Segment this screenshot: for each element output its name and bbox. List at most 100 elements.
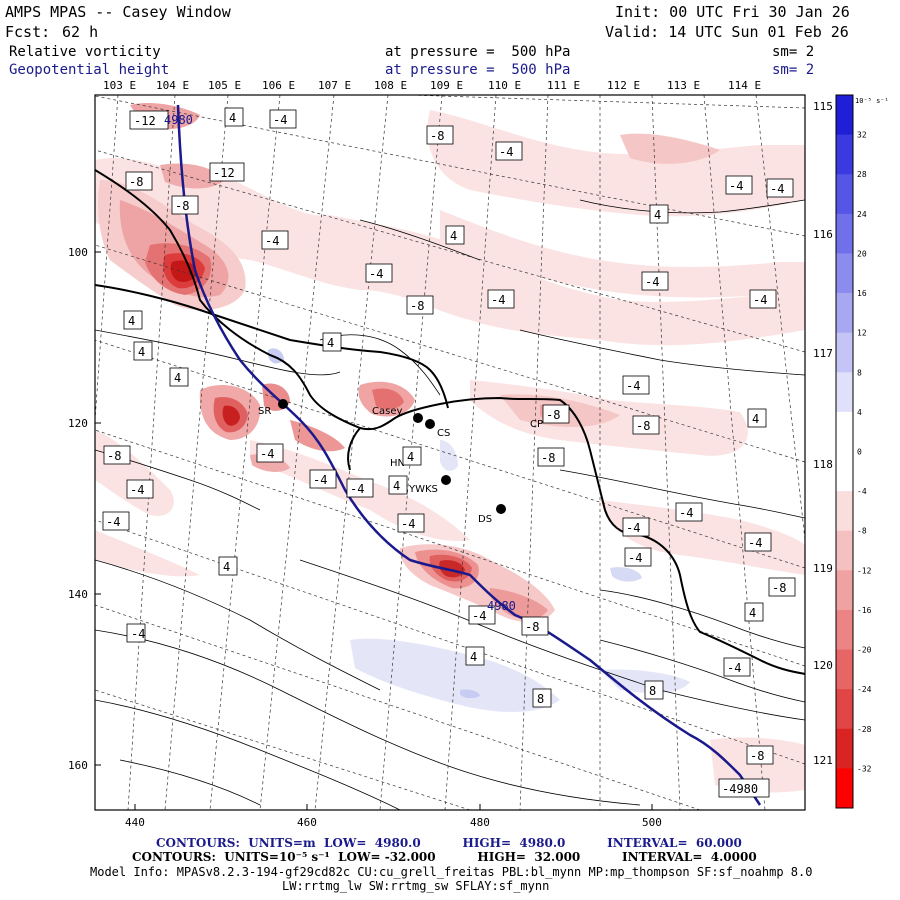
contour-label: -4 xyxy=(766,178,794,198)
svg-text:-4: -4 xyxy=(401,517,415,531)
colorbar-tick-label: -8 xyxy=(857,527,867,536)
field1-level: at pressure = 500 hPa xyxy=(385,44,571,60)
svg-text:4: 4 xyxy=(407,450,414,464)
contour-label: -8 xyxy=(542,404,570,424)
svg-text:-4: -4 xyxy=(265,234,279,248)
x-tick-label: 440 xyxy=(125,816,145,829)
svg-text:-8: -8 xyxy=(129,175,143,189)
colorbar-swatch xyxy=(836,372,853,413)
station-marker-cs[interactable] xyxy=(425,419,435,429)
contour-label: -4 xyxy=(487,289,515,309)
vorticity-region xyxy=(600,500,805,575)
vorticity-contours xyxy=(95,199,805,810)
colorbar: 32 28 24 20 16 12 8 4 0 -4 -8 -12 -16 -20 -24 -28 -32 10⁻… xyxy=(835,94,889,809)
contour-label: -8 xyxy=(632,415,660,435)
contour-label: -8 xyxy=(171,195,199,215)
contour-label: -4 xyxy=(624,547,652,567)
svg-text:-8: -8 xyxy=(772,581,786,595)
colorbar-swatch xyxy=(836,491,853,532)
colorbar-swatch xyxy=(836,174,853,215)
field2-level: at pressure = 500 hPa xyxy=(385,62,571,78)
colorbar-swatch xyxy=(836,689,853,730)
contour-label: -4 xyxy=(622,375,650,395)
svg-text:-8: -8 xyxy=(541,451,555,465)
svg-text:-8: -8 xyxy=(107,449,121,463)
forecast-label: Fcst: xyxy=(5,23,51,41)
contour-label: 4 xyxy=(445,225,465,245)
station-marker-casey[interactable] xyxy=(413,413,423,423)
colorbar-swatch xyxy=(836,95,853,136)
contour-label: 4 xyxy=(224,107,244,127)
svg-text:4: 4 xyxy=(752,412,759,426)
station-label-hn: HN xyxy=(390,458,405,469)
colorbar-swatch xyxy=(836,332,853,373)
colorbar-tick-label: -24 xyxy=(857,685,872,694)
svg-text:-4: -4 xyxy=(628,551,642,565)
vorticity-region xyxy=(372,388,404,410)
contour-label: -8 xyxy=(768,577,796,597)
svg-text:4: 4 xyxy=(393,479,400,493)
model-info: Model Info: MPASv8.2.3-194-gf29cd82c CU:… xyxy=(90,865,813,879)
contour-label: 4 xyxy=(402,446,422,466)
field2-name: Geopotential height xyxy=(9,62,170,78)
station-marker-sr[interactable] xyxy=(278,399,288,409)
geopotential-contour-info: CONTOURS: UNITS=m LOW= 4980.0 HIGH= 4980… xyxy=(156,836,742,850)
colorbar-tick-label: 20 xyxy=(857,249,867,258)
svg-text:4: 4 xyxy=(229,111,236,125)
svg-text:8: 8 xyxy=(537,692,544,706)
contour-label: -4 xyxy=(744,532,772,552)
svg-text:-8: -8 xyxy=(430,129,444,143)
lon-label: 103 E xyxy=(103,79,136,92)
contour-label: 4 xyxy=(744,602,764,622)
stations: SR Casey CS HN YWKS DS CP xyxy=(258,399,558,525)
contour-label: 4 xyxy=(388,475,408,495)
svg-text:4: 4 xyxy=(128,314,135,328)
svg-text:-4: -4 xyxy=(273,113,287,127)
svg-text:4980: 4980 xyxy=(164,113,193,127)
init-time: Init: 00 UTC Fri 30 Jan 26 xyxy=(615,3,850,21)
lon-label: 106 E xyxy=(262,79,295,92)
vorticity-field xyxy=(95,95,805,810)
vorticity-region xyxy=(620,133,720,164)
contour-label: -4 xyxy=(397,513,425,533)
plot-frame xyxy=(94,94,806,811)
field1-smoothing: sm= 2 xyxy=(772,44,815,60)
station-marker-ds[interactable] xyxy=(496,504,506,514)
contour-label: -4980 xyxy=(718,778,770,798)
contour-label: -8 xyxy=(426,125,454,145)
contour-label: -4 xyxy=(749,289,777,309)
vorticity-contour-info: CONTOURS: UNITS=10⁻⁵ s⁻¹ LOW= -32.000 HI… xyxy=(132,850,757,864)
forecast-hours: 62 h xyxy=(62,23,99,41)
contour-label: 4 xyxy=(322,332,342,352)
x-tick-label: 460 xyxy=(297,816,317,829)
contour-label-4980: 4980 xyxy=(487,599,516,613)
lon-label: 111 E xyxy=(547,79,580,92)
y-axis: 100 120 140 160 xyxy=(68,246,101,772)
contour-label: -4 xyxy=(365,263,393,283)
svg-text:4: 4 xyxy=(223,560,230,574)
station-marker-ywks[interactable] xyxy=(441,475,451,485)
svg-text:-12: -12 xyxy=(213,166,235,180)
colorbar-tick-label: 8 xyxy=(857,368,862,377)
colorbar-swatch xyxy=(836,253,853,294)
svg-text:-4: -4 xyxy=(645,275,659,289)
lon-label: 108 E xyxy=(374,79,407,92)
svg-text:4: 4 xyxy=(470,650,477,664)
svg-text:4: 4 xyxy=(174,371,181,385)
svg-text:-4: -4 xyxy=(626,521,640,535)
colorbar-swatch xyxy=(836,411,853,452)
contour-label: -4 xyxy=(725,175,753,195)
contour-labels: -12 4980 4 -4 -8 -4 -8 -12 -8 -4 -4 4 -4… xyxy=(102,107,796,798)
station-label-ywks: YWKS xyxy=(408,484,438,495)
svg-text:-12: -12 xyxy=(134,114,156,128)
svg-text:-4: -4 xyxy=(499,145,513,159)
contour-label: -8 xyxy=(406,295,434,315)
svg-text:4980: 4980 xyxy=(487,599,516,613)
colorbar-swatch xyxy=(836,451,853,492)
station-label-sr: SR xyxy=(258,406,271,417)
lon-label: 104 E xyxy=(156,79,189,92)
svg-text:-4: -4 xyxy=(491,293,505,307)
colorbar-tick-label: -32 xyxy=(857,764,872,773)
svg-text:-8: -8 xyxy=(525,620,539,634)
coastline xyxy=(95,169,805,675)
